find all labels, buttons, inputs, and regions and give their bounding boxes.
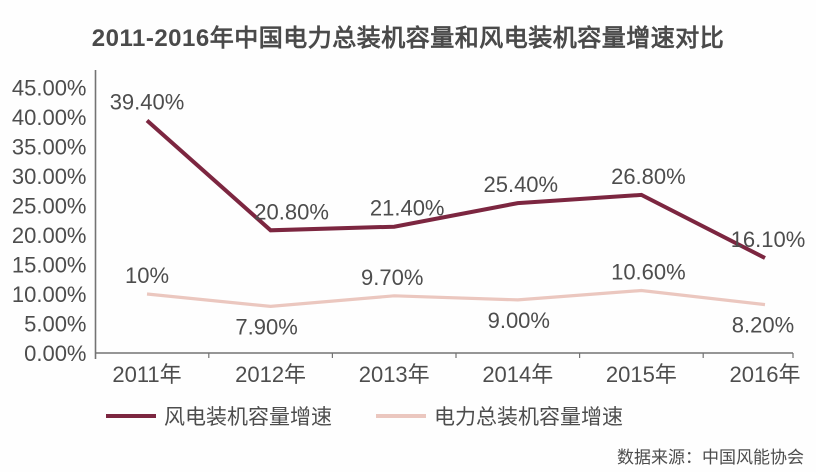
x-axis-category-label: 2015年 bbox=[606, 362, 677, 387]
y-axis-tick-label: 45.00% bbox=[12, 76, 87, 101]
x-axis-category-label: 2011年 bbox=[112, 362, 181, 387]
data-point-label: 16.10% bbox=[731, 227, 806, 252]
legend-swatch-wind-icon bbox=[106, 414, 156, 418]
series-line-0 bbox=[145, 119, 766, 260]
data-point-label: 39.40% bbox=[110, 90, 185, 115]
legend-label-wind: 风电装机容量增速 bbox=[164, 406, 332, 429]
data-point-label: 10.60% bbox=[611, 259, 686, 284]
y-axis-tick-label: 5.00% bbox=[24, 312, 86, 337]
data-point-label: 20.80% bbox=[254, 199, 329, 224]
y-axis-tick-label: 15.00% bbox=[12, 253, 87, 278]
y-axis-tick-label: 30.00% bbox=[12, 164, 87, 189]
data-point-label: 8.20% bbox=[732, 313, 794, 338]
series-line-1 bbox=[146, 288, 766, 309]
data-point-label: 10% bbox=[125, 263, 169, 288]
x-axis-category-label: 2012年 bbox=[235, 362, 306, 387]
data-point-label: 21.40% bbox=[370, 196, 445, 221]
y-axis-tick-label: 10.00% bbox=[12, 282, 87, 307]
y-axis-tick-label: 35.00% bbox=[12, 135, 87, 160]
x-axis-category-label: 2013年 bbox=[359, 362, 430, 387]
y-axis-tick-label: 25.00% bbox=[12, 194, 87, 219]
legend-item-total-capacity-growth: 电力总装机容量增速 bbox=[376, 401, 623, 431]
chart-title: 2011-2016年中国电力总装机容量和风电装机容量增速对比 bbox=[91, 25, 725, 52]
x-axis-category-label: 2016年 bbox=[730, 362, 801, 387]
y-axis-tick-label: 20.00% bbox=[12, 223, 87, 248]
data-point-label: 9.70% bbox=[361, 265, 423, 290]
chart-legend: 风电装机容量增速 电力总装机容量增速 bbox=[106, 401, 623, 431]
legend-swatch-total-icon bbox=[376, 414, 426, 418]
x-axis-category-label: 2014年 bbox=[482, 362, 553, 387]
y-axis-tick-label: 40.00% bbox=[12, 105, 87, 130]
data-point-label: 26.80% bbox=[611, 164, 686, 189]
data-point-label: 7.90% bbox=[235, 314, 297, 339]
data-source-note: 数据来源：中国风能协会 bbox=[617, 448, 804, 467]
data-point-label: 9.00% bbox=[488, 308, 550, 333]
legend-label-total: 电力总装机容量增速 bbox=[434, 406, 623, 429]
legend-item-wind-capacity-growth: 风电装机容量增速 bbox=[106, 401, 332, 431]
data-point-label: 25.40% bbox=[483, 172, 558, 197]
y-axis-tick-label: 0.00% bbox=[24, 341, 86, 366]
